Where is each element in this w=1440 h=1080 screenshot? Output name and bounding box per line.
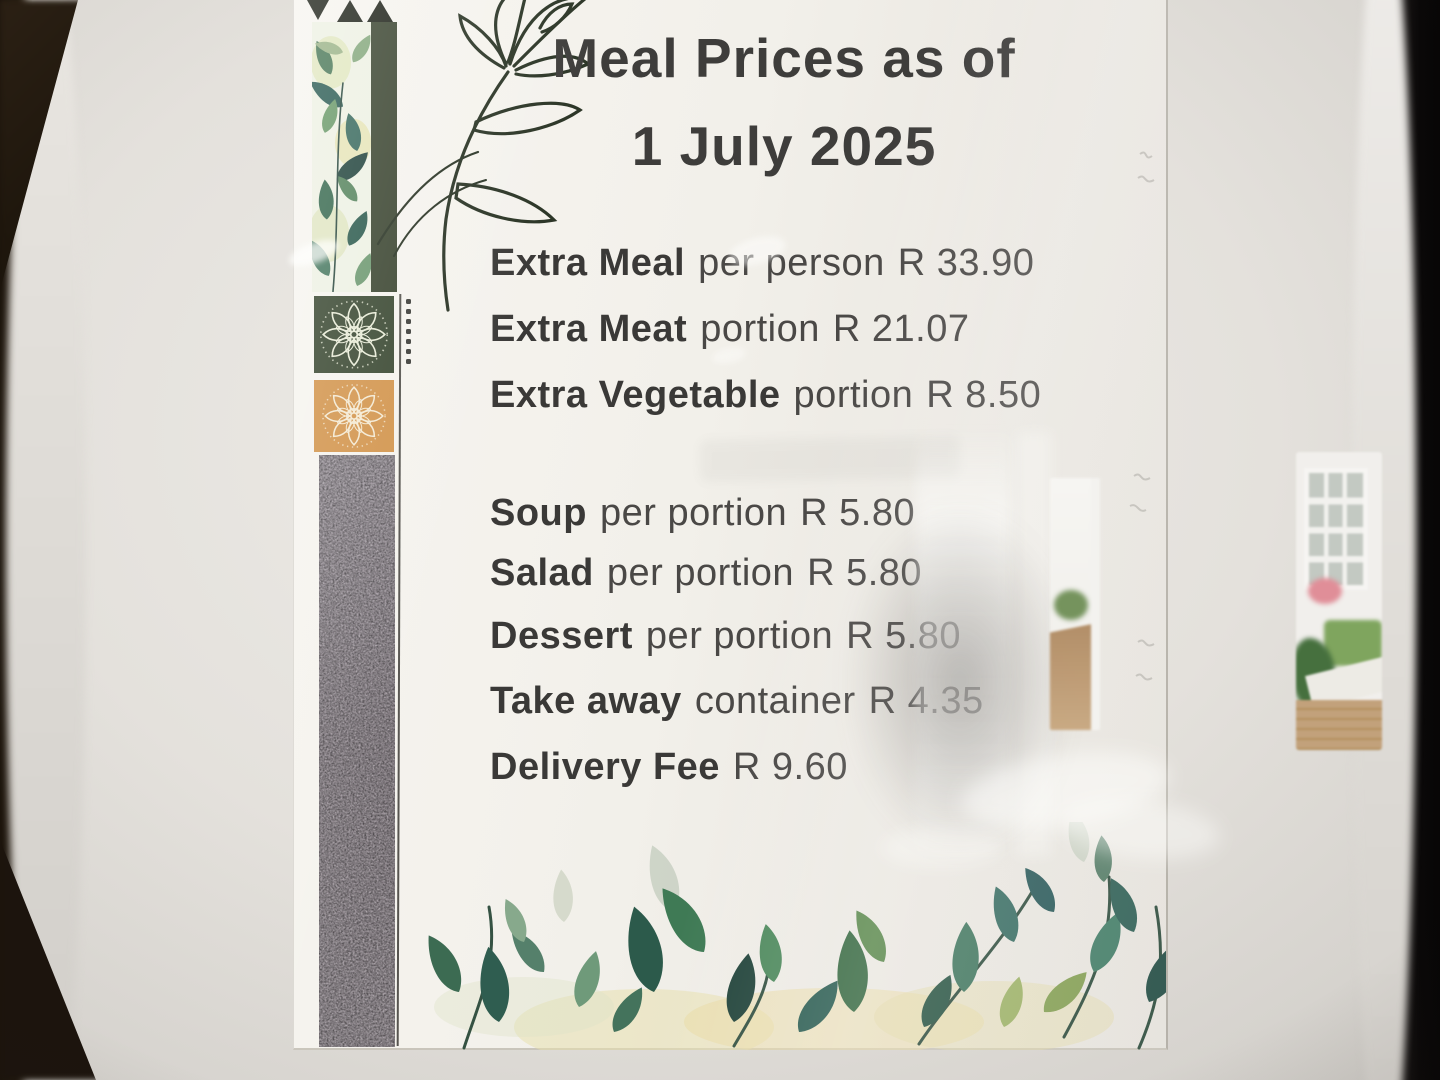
title-line-2: 1 July 2025 bbox=[631, 115, 937, 177]
menu-item-delivery-fee: Delivery Fee R 9.60 bbox=[490, 747, 848, 787]
title-line-1: Meal Prices as of bbox=[552, 27, 1016, 89]
thin-vertical-rule bbox=[396, 293, 402, 1047]
menu-poster: Meal Prices as of 1 July 2025 Extra Meal… bbox=[293, 0, 1168, 1050]
menu-item-name: Dessert bbox=[490, 615, 633, 657]
poster-title: Meal Prices as of 1 July 2025 bbox=[414, 28, 1154, 176]
plants-reflection bbox=[1296, 638, 1336, 710]
menu-item-price: R 33.90 bbox=[897, 242, 1035, 284]
menu-item-take-away: Take away container R 4.35 bbox=[490, 681, 984, 721]
menu-item-detail: per person bbox=[698, 242, 885, 284]
dot bbox=[406, 339, 411, 344]
menu-item-extra-meat: Extra Meat portion R 21.07 bbox=[490, 309, 970, 349]
green-mandala-tile bbox=[314, 296, 394, 373]
menu-item-price: R 8.50 bbox=[926, 374, 1042, 416]
menu-item-soup: Soup per portion R 5.80 bbox=[490, 493, 915, 533]
menu-item-name: Soup bbox=[490, 492, 587, 534]
menu-item-price: R 5.80 bbox=[800, 492, 916, 534]
menu-item-name: Salad bbox=[490, 552, 594, 594]
dot bbox=[406, 309, 411, 314]
menu-item-extra-vegetable: Extra Vegetable portion R 8.50 bbox=[490, 375, 1041, 415]
menu-item-name: Take away bbox=[490, 680, 682, 722]
menu-item-dessert: Dessert per portion R 5.80 bbox=[490, 616, 961, 656]
menu-item-name: Extra Meat bbox=[490, 308, 688, 350]
stone-texture-strip-icon bbox=[319, 455, 395, 1047]
menu-item-price: R 21.07 bbox=[832, 308, 970, 350]
menu-item-detail: per portion bbox=[606, 552, 795, 594]
menu-item-price: R 9.60 bbox=[732, 746, 848, 788]
dot bbox=[406, 359, 411, 364]
mandala-flower-icon bbox=[314, 380, 394, 452]
menu-item-price: R 4.35 bbox=[868, 680, 984, 722]
mandala-flower-icon bbox=[314, 296, 394, 373]
dot bbox=[406, 319, 411, 324]
menu-item-detail: portion bbox=[793, 374, 914, 416]
menu-item-name: Extra Vegetable bbox=[490, 374, 781, 416]
menu-item-price: R 5.80 bbox=[807, 552, 923, 594]
menu-item-price: R 5.80 bbox=[846, 615, 962, 657]
menu-item-detail: per portion bbox=[599, 492, 788, 534]
menu-item-salad: Salad per portion R 5.80 bbox=[490, 553, 922, 593]
menu-item-name: Delivery Fee bbox=[490, 746, 720, 788]
menu-item-name: Extra Meal bbox=[490, 242, 686, 284]
menu-item-extra-meal: Extra Meal per person R 33.90 bbox=[490, 243, 1034, 283]
matte-right-curve bbox=[1352, 0, 1416, 1080]
dot bbox=[406, 349, 411, 354]
dot bbox=[406, 329, 411, 334]
dotted-column-icon bbox=[406, 299, 411, 364]
menu-item-detail: container bbox=[694, 680, 856, 722]
orange-mandala-tile bbox=[314, 380, 394, 452]
pink-flowers-reflection bbox=[1308, 578, 1342, 604]
menu-item-detail: per portion bbox=[645, 615, 834, 657]
menu-item-detail: portion bbox=[700, 308, 820, 350]
dot bbox=[406, 299, 411, 304]
watercolor-leaf-border-icon bbox=[415, 822, 1166, 1050]
